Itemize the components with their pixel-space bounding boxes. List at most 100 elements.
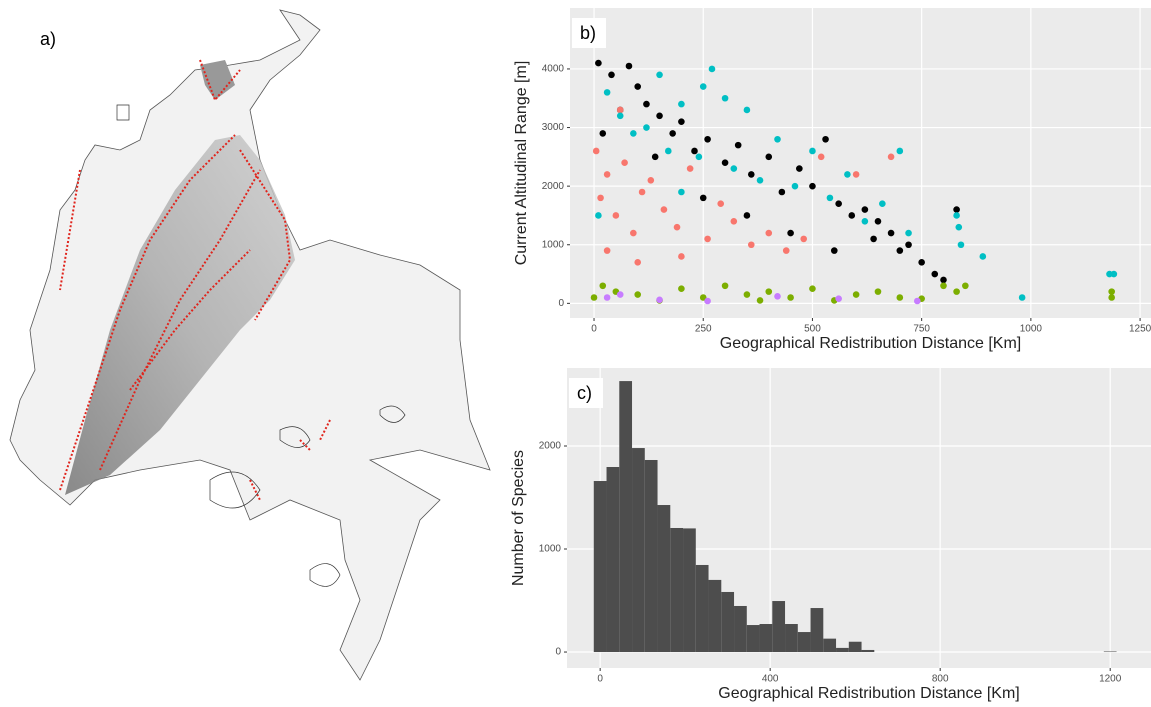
scatter-point [656,112,663,120]
y-tick-label: 3000 [542,122,565,133]
histogram-bar [721,591,735,653]
histogram-bar [772,601,786,653]
scatter-point [625,62,633,70]
scatter-point [844,171,851,178]
scatter-point [1108,294,1115,301]
x-tick-label: 0 [591,324,597,335]
sierra-nevada [200,60,235,100]
scatter-point [809,147,816,155]
scatter-point [734,141,742,149]
scatter-point [595,59,602,67]
scatter-point [651,153,659,161]
country-outline [9,9,491,681]
scatter-point [787,294,794,301]
histogram-bar [823,638,837,653]
scatter-point [664,147,672,155]
x-tick-label: 1000 [1020,324,1043,335]
y-tick-label: 2000 [542,181,565,192]
scatter-point [874,288,882,295]
scatter-point [678,100,685,108]
x-tick-label: 800 [932,674,949,685]
protected-areas [116,104,406,587]
scatter-point [905,229,912,237]
histogram-bar [657,505,671,653]
scatter-point [678,188,685,196]
scatter-point [953,288,960,295]
histogram-bar [836,647,849,653]
histogram-bar [797,632,811,653]
scatter-point [678,285,685,292]
scatter-point [603,89,611,96]
scatter-point [861,206,869,213]
scatter-point [791,182,799,190]
scatter-point [603,294,611,301]
scatter-point [787,229,794,237]
scatter-point [957,241,965,249]
scatter-point [874,218,882,225]
scatter-point [747,241,755,249]
x-axis-title: Geographical Redistribution Distance [Km… [718,685,1019,702]
scatter-point [603,247,611,254]
scatter-point [756,297,764,304]
scatter-point [1110,270,1118,278]
scatter-point [721,159,729,167]
y-tick-label: 1000 [539,544,562,555]
scatter-point [861,218,869,225]
scatter-point [634,83,642,90]
scatter-point [699,194,707,202]
y-axis-title: Current Altitudinal Range [m] [513,61,530,266]
panel-label-box [569,378,603,408]
scatter-point [704,297,711,305]
y-tick-label: 0 [558,298,564,309]
histogram-bar [683,528,696,653]
scatter-point [778,188,786,196]
scatter-point [887,229,895,237]
scatter-point [918,259,925,266]
histogram-bar [593,481,607,653]
histogram-bar [734,605,747,653]
scatter-point [848,212,856,219]
scatter-point [830,247,838,254]
scatter-point [931,270,939,278]
scatter-point [630,130,637,137]
y-tick-label: 0 [555,647,561,658]
scatter-point [852,171,860,178]
scatter-point [870,235,877,243]
scatter-point [809,285,816,292]
scatter-point [765,229,773,237]
histogram-bar [759,624,773,653]
scatter-point [962,282,969,290]
scatter-point [669,130,676,137]
histogram-bar [619,381,633,653]
scatter-point [887,153,895,161]
scatter-point [1018,294,1026,301]
scatter-point [643,124,650,131]
scatter-point [616,112,624,120]
scatter-point [979,253,987,260]
forest-edges [59,59,331,501]
histogram-bar [632,448,645,653]
scatter-point [896,147,904,155]
scatter-point [616,106,624,114]
scatter-point [647,176,655,184]
x-axis-title: Geographical Redistribution Distance [Km… [720,335,1021,352]
scatter-point [660,206,668,213]
scatter-point [953,206,960,213]
panel-label-box [572,18,606,48]
x-tick-label: 400 [762,674,779,685]
scatter-point [678,118,685,125]
histogram-bar [606,467,620,653]
scatter-point [940,276,947,284]
x-tick-label: 250 [695,324,712,335]
scatter-point [1108,288,1115,295]
scatter-point [599,130,607,137]
x-tick-label: 750 [913,324,930,335]
scatter-point [673,223,681,231]
histogram-bar [810,608,824,653]
scatter-point [817,153,825,161]
x-tick-label: 500 [804,324,821,335]
scatter-point [774,293,781,300]
scatter-point [634,259,642,266]
scatter-point [743,106,751,114]
